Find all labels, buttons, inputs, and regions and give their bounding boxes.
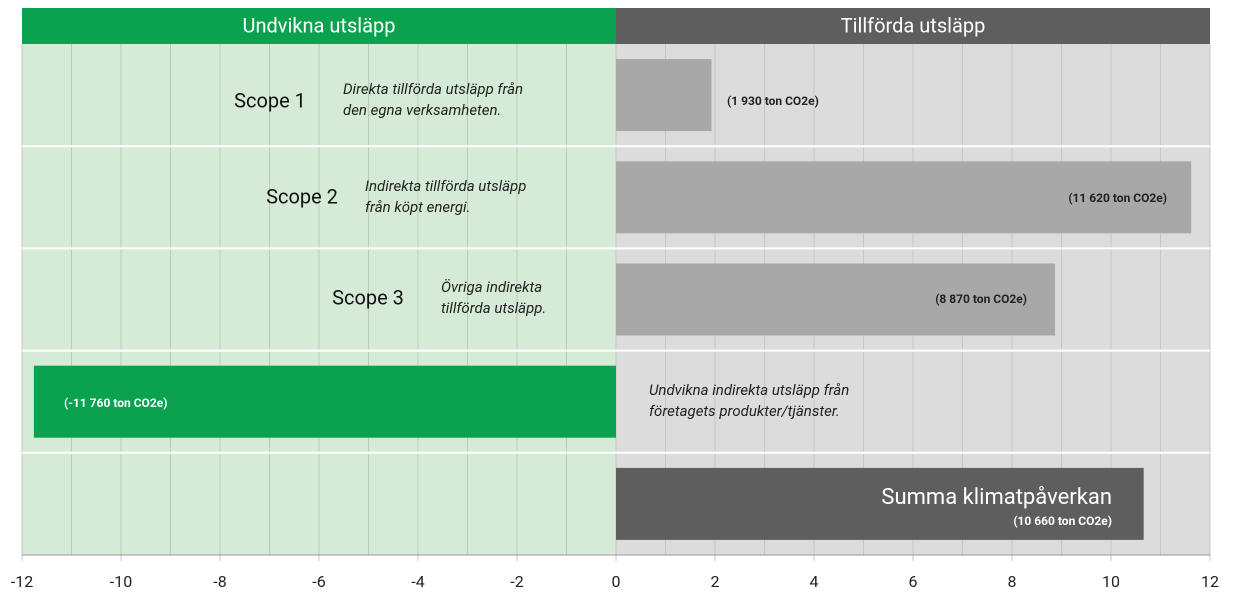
x-tick-label: 12 — [1201, 572, 1219, 591]
category-label: Summa klimatpåverkan — [881, 485, 1112, 510]
value-label: (1 930 ton CO2e) — [727, 94, 819, 108]
bar — [616, 59, 712, 132]
header-label: Undvikna utsläpp — [243, 13, 396, 37]
description: Indirekta tillförda utsläpp — [365, 177, 526, 195]
category-label: Scope 1 — [234, 88, 306, 112]
x-tick-label: -4 — [411, 572, 424, 591]
x-tick-label: 2 — [711, 572, 720, 591]
value-label: (10 660 ton CO2e) — [1013, 514, 1112, 528]
x-tick-label: 10 — [1102, 572, 1120, 591]
description: Direkta tillförda utsläpp från — [343, 80, 523, 98]
value-label: (11 620 ton CO2e) — [1068, 191, 1167, 205]
bar — [616, 263, 1056, 336]
value-label: (-11 760 ton CO2e) — [64, 396, 167, 410]
category-label: Scope 3 — [332, 285, 404, 309]
category-label: Scope 2 — [266, 184, 338, 208]
description: Undvikna indirekta utsläpp från — [649, 381, 849, 399]
value-label: (8 870 ton CO2e) — [935, 292, 1027, 306]
bar — [616, 467, 1144, 540]
x-tick-label: 6 — [909, 572, 918, 591]
description: från köpt energi. — [365, 198, 470, 216]
x-tick-label: -10 — [110, 572, 132, 591]
description: företagets produkter/tjänster. — [649, 402, 840, 420]
header-label: Tillförda utsläpp — [841, 13, 986, 37]
x-tick-label: -8 — [213, 572, 226, 591]
header-right — [616, 8, 1210, 44]
x-tick-label: -2 — [510, 572, 523, 591]
description: tillförda utsläpp. — [441, 299, 546, 317]
x-tick-label: 4 — [810, 572, 819, 591]
bar — [33, 365, 616, 438]
x-tick-label: -12 — [11, 572, 33, 591]
bar — [616, 161, 1192, 234]
header-left — [22, 8, 616, 44]
description: Övriga indirekta — [441, 278, 542, 296]
description: den egna verksamheten. — [343, 101, 501, 119]
x-tick-label: 0 — [612, 572, 621, 591]
x-tick-label: -6 — [312, 572, 325, 591]
x-tick-label: 8 — [1008, 572, 1017, 591]
